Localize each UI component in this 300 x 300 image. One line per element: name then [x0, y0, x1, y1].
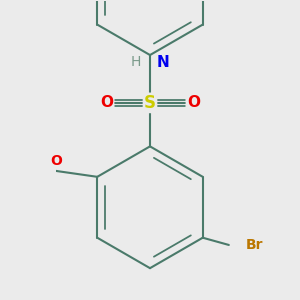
- Text: O: O: [51, 154, 63, 168]
- Text: O: O: [100, 95, 113, 110]
- Text: O: O: [187, 95, 200, 110]
- Text: H: H: [130, 55, 141, 69]
- Text: Br: Br: [246, 238, 264, 252]
- Text: S: S: [144, 94, 156, 112]
- Text: N: N: [157, 55, 169, 70]
